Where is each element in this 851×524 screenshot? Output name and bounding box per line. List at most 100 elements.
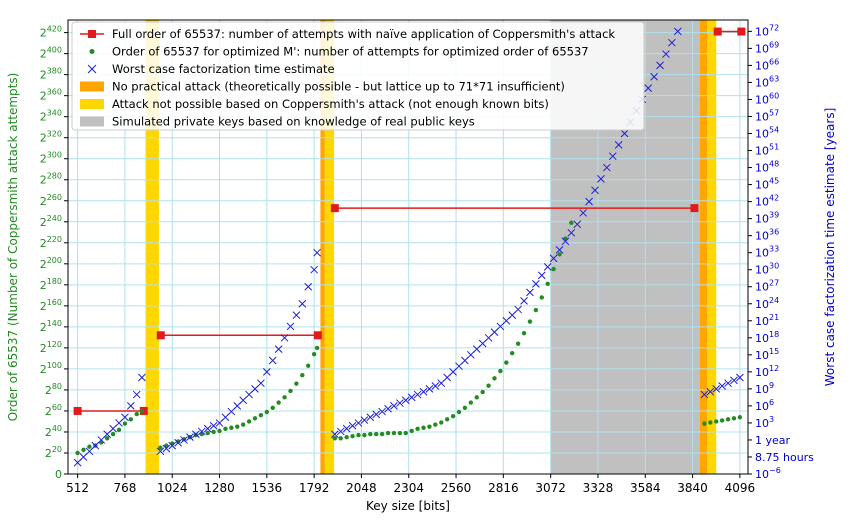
left-tick-base: 2 bbox=[45, 384, 52, 397]
right-tick-exponent: 18 bbox=[769, 330, 779, 339]
right-tick-exponent: 27 bbox=[769, 279, 779, 288]
x-tick-label: 1792 bbox=[299, 481, 330, 495]
blue-x-point bbox=[413, 390, 422, 399]
red-square-marker bbox=[313, 331, 322, 340]
x-tick-label: 3840 bbox=[677, 481, 708, 495]
right-tick-base: 10 bbox=[755, 247, 769, 260]
green-dot-point bbox=[397, 430, 403, 436]
legend-entry: Full order of 65537: number of attempts … bbox=[80, 27, 615, 41]
x-tick-label: 512 bbox=[66, 481, 89, 495]
green-dot-point bbox=[474, 395, 479, 400]
green-dot-point bbox=[737, 415, 743, 420]
blue-x-point bbox=[396, 399, 404, 407]
green-dot-point bbox=[128, 417, 134, 422]
right-tick-label: 1030 bbox=[755, 262, 779, 277]
right-tick-label: 10−6 bbox=[755, 466, 781, 481]
blue-x-point bbox=[579, 209, 588, 217]
left-tick-exponent: 380 bbox=[47, 67, 62, 76]
left-tick-label: 2160 bbox=[40, 298, 62, 313]
right-tick-label: 1054 bbox=[755, 126, 779, 141]
left-tick-label: 2360 bbox=[40, 88, 62, 103]
green-dot-point bbox=[439, 420, 444, 425]
left-tick-exponent: 60 bbox=[52, 403, 62, 412]
right-tick-base: 10 bbox=[755, 213, 769, 226]
right-tick-label: 109 bbox=[755, 381, 774, 396]
green-dot-point bbox=[527, 319, 533, 324]
blue-x-point bbox=[280, 333, 289, 342]
right-tick-exponent: 42 bbox=[769, 194, 779, 203]
green-dot-point bbox=[539, 295, 544, 300]
right-tick-exponent: 30 bbox=[769, 262, 779, 271]
red-segment bbox=[713, 27, 746, 36]
right-tick-exponent: 63 bbox=[769, 74, 779, 83]
green-dot-point bbox=[235, 424, 240, 429]
left-tick-exponent: 80 bbox=[52, 382, 62, 391]
x-tick-label: 3584 bbox=[630, 481, 661, 495]
left-axis-ticks: 0220240260280210021202140216021802200222… bbox=[40, 25, 68, 481]
left-tick-label: 2300 bbox=[40, 151, 62, 166]
green-dot-point bbox=[332, 436, 338, 441]
right-tick-base: 10 bbox=[755, 417, 769, 430]
blue-x-point bbox=[132, 390, 141, 399]
green-dot-point bbox=[252, 416, 258, 421]
left-tick-base: 2 bbox=[40, 195, 47, 208]
right-tick-base: 10 bbox=[755, 59, 769, 72]
red-segment bbox=[330, 204, 699, 213]
legend-red-square bbox=[88, 30, 96, 38]
green-dot-point bbox=[87, 444, 92, 449]
left-tick-exponent: 160 bbox=[47, 298, 62, 307]
blue-x-point bbox=[706, 387, 715, 396]
red-square-marker bbox=[330, 204, 339, 213]
blue-x-point bbox=[372, 410, 381, 419]
green-dot-point bbox=[462, 405, 468, 410]
blue-x-point bbox=[342, 424, 351, 433]
green-dot-point bbox=[223, 426, 228, 432]
blue-x-point bbox=[274, 345, 283, 354]
legend-label: No practical attack (theoretically possi… bbox=[112, 80, 565, 94]
right-tick-label: 1039 bbox=[755, 211, 779, 226]
blue-x-point bbox=[162, 444, 171, 453]
right-tick-label: 1027 bbox=[755, 279, 779, 294]
left-tick-label: 2280 bbox=[40, 172, 62, 187]
green-dot-point bbox=[719, 418, 725, 423]
left-tick-base: 2 bbox=[40, 342, 47, 355]
region-yellow bbox=[324, 20, 335, 474]
green-dot-point bbox=[379, 431, 385, 437]
right-tick-exponent: 3 bbox=[769, 415, 774, 424]
green-dot-point bbox=[391, 430, 397, 436]
right-tick-exponent: 12 bbox=[769, 364, 779, 373]
left-tick-exponent: 300 bbox=[47, 151, 62, 160]
right-tick-base: 8.75 hours bbox=[755, 451, 814, 464]
green-dot-point bbox=[569, 220, 574, 226]
right-tick-label: 1048 bbox=[755, 160, 779, 175]
region-orange bbox=[699, 20, 708, 474]
green-dot-point bbox=[134, 411, 139, 417]
right-tick-exponent: 39 bbox=[769, 211, 779, 220]
right-tick-base: 10 bbox=[755, 349, 769, 362]
right-tick-label: 1063 bbox=[755, 74, 779, 89]
legend-orange-patch bbox=[80, 81, 104, 92]
green-dot-point bbox=[433, 422, 438, 427]
green-dot-point bbox=[486, 383, 491, 388]
green-dot-point bbox=[193, 432, 199, 438]
left-tick-exponent: 340 bbox=[47, 109, 62, 118]
blue-x-point bbox=[174, 438, 182, 447]
blue-x-point bbox=[431, 382, 440, 390]
left-tick-base: 2 bbox=[40, 321, 47, 334]
blue-x-point bbox=[549, 254, 558, 263]
green-dot-point bbox=[258, 412, 264, 418]
blue-x-point bbox=[390, 402, 398, 410]
blue-x-point bbox=[384, 404, 392, 413]
right-tick-label: 1018 bbox=[755, 330, 779, 345]
right-tick-exponent: 48 bbox=[769, 160, 779, 169]
left-tick-exponent: 140 bbox=[47, 319, 62, 328]
green-dot-point bbox=[294, 381, 299, 386]
left-tick-base: 2 bbox=[40, 279, 47, 292]
green-dot-point bbox=[557, 252, 562, 257]
left-tick-label: 2240 bbox=[40, 214, 62, 229]
green-dot-point bbox=[338, 436, 343, 441]
blue-x-point bbox=[532, 280, 540, 288]
green-dot-point bbox=[468, 400, 474, 405]
blue-x-point bbox=[543, 263, 552, 271]
blue-x-point bbox=[526, 288, 534, 297]
